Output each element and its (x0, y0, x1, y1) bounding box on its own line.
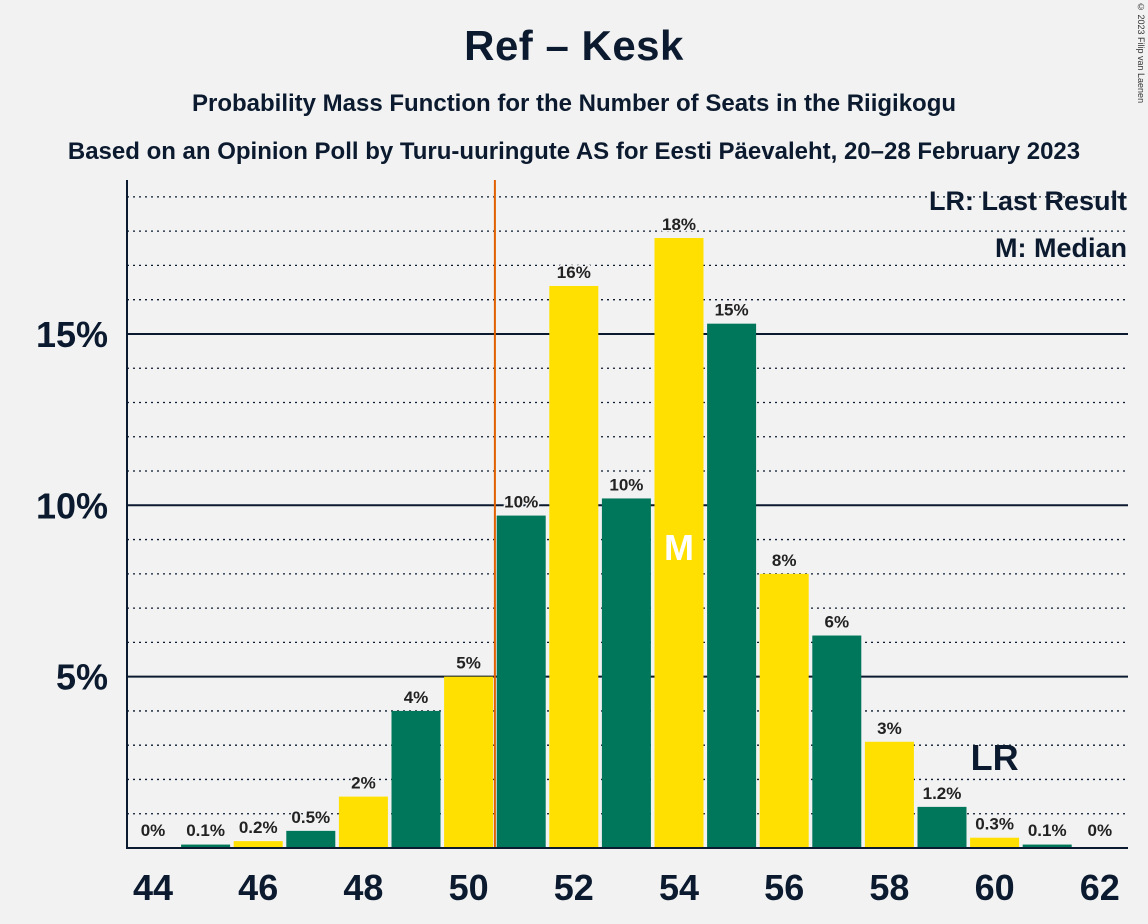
bar-value-label: 6% (825, 613, 850, 632)
bar (496, 515, 546, 848)
x-tick-label: 44 (133, 867, 173, 908)
bar-value-label: 0.1% (186, 821, 225, 840)
x-tick-label: 52 (554, 867, 594, 908)
bar-value-label: 10% (609, 475, 643, 494)
median-marker: M (664, 527, 694, 568)
x-tick-label: 56 (764, 867, 804, 908)
bar (917, 806, 967, 848)
bar (549, 285, 599, 848)
copyright-notice: © 2023 Filip van Laenen (1136, 2, 1146, 104)
chart-title: Ref – Kesk (464, 22, 684, 69)
bar-value-label: 18% (662, 215, 696, 234)
x-tick-label: 54 (659, 867, 699, 908)
legend-last-result: LR: Last Result (929, 186, 1127, 216)
bar-value-label: 15% (715, 301, 749, 320)
x-tick-label: 50 (449, 867, 489, 908)
last-result-marker: LR (971, 737, 1019, 778)
bar (970, 837, 1020, 848)
bar-value-label: 1.2% (923, 784, 962, 803)
bar (864, 741, 914, 848)
bar-value-label: 10% (504, 493, 538, 512)
bar-value-label: 16% (557, 263, 591, 282)
bar-value-label: 0.3% (975, 815, 1014, 834)
bar (759, 573, 809, 848)
bar (338, 796, 388, 848)
bar-value-label: 0.5% (291, 808, 330, 827)
x-tick-label: 60 (975, 867, 1015, 908)
x-tick-label: 62 (1080, 867, 1120, 908)
bar-value-label: 0% (1088, 821, 1113, 840)
bar-value-label: 4% (404, 688, 429, 707)
y-tick-label: 15% (36, 314, 108, 355)
chart-subtitle: Probability Mass Function for the Number… (191, 90, 957, 117)
bar-value-label: 0.2% (239, 818, 278, 837)
bar (233, 841, 283, 848)
bar (601, 498, 651, 848)
bar-value-label: 5% (456, 654, 481, 673)
bar (444, 676, 494, 848)
bar (391, 710, 441, 848)
bar-value-label: 0% (141, 821, 166, 840)
bar (181, 844, 231, 848)
bar-value-label: 2% (351, 774, 376, 793)
chart-source: Based on an Opinion Poll by Turu-uuringu… (67, 138, 1081, 165)
bar (654, 237, 704, 848)
x-tick-label: 46 (238, 867, 278, 908)
legend-median: M: Median (995, 233, 1127, 263)
bar (1022, 844, 1072, 848)
y-tick-label: 10% (36, 485, 108, 526)
bar (286, 830, 336, 848)
bar-value-label: 0.1% (1028, 821, 1067, 840)
bar (707, 323, 757, 848)
bar (812, 635, 862, 848)
x-tick-label: 48 (343, 867, 383, 908)
bar-value-label: 3% (877, 719, 902, 738)
x-tick-label: 58 (869, 867, 909, 908)
bar-value-label: 8% (772, 551, 797, 570)
y-tick-label: 5% (56, 657, 108, 698)
